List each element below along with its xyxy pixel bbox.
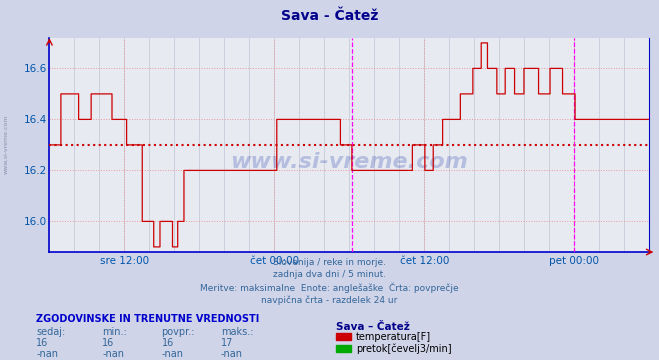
Text: Sava - Čatež: Sava - Čatež [281, 9, 378, 23]
Text: 17: 17 [221, 338, 233, 348]
Text: zadnja dva dni / 5 minut.: zadnja dva dni / 5 minut. [273, 270, 386, 279]
Text: 16: 16 [102, 338, 115, 348]
Text: min.:: min.: [102, 327, 127, 337]
Text: Meritve: maksimalne  Enote: anglešaške  Črta: povprečje: Meritve: maksimalne Enote: anglešaške Čr… [200, 283, 459, 293]
Text: navpična črta - razdelek 24 ur: navpična črta - razdelek 24 ur [262, 296, 397, 305]
Text: sedaj:: sedaj: [36, 327, 65, 337]
Text: pretok[čevelj3/min]: pretok[čevelj3/min] [356, 343, 451, 354]
Text: 16: 16 [36, 338, 49, 348]
Text: www.si-vreme.com: www.si-vreme.com [3, 114, 9, 174]
Text: www.si-vreme.com: www.si-vreme.com [231, 152, 468, 172]
Text: maks.:: maks.: [221, 327, 253, 337]
Text: Sava – Čatež: Sava – Čatež [336, 321, 410, 332]
Text: 16: 16 [161, 338, 174, 348]
Text: Slovenija / reke in morje.: Slovenija / reke in morje. [273, 258, 386, 266]
Text: temperatura[F]: temperatura[F] [356, 332, 431, 342]
Text: povpr.:: povpr.: [161, 327, 195, 337]
Text: -nan: -nan [36, 348, 58, 359]
Text: -nan: -nan [221, 348, 243, 359]
Text: -nan: -nan [161, 348, 183, 359]
Text: ZGODOVINSKE IN TRENUTNE VREDNOSTI: ZGODOVINSKE IN TRENUTNE VREDNOSTI [36, 314, 260, 324]
Text: -nan: -nan [102, 348, 124, 359]
